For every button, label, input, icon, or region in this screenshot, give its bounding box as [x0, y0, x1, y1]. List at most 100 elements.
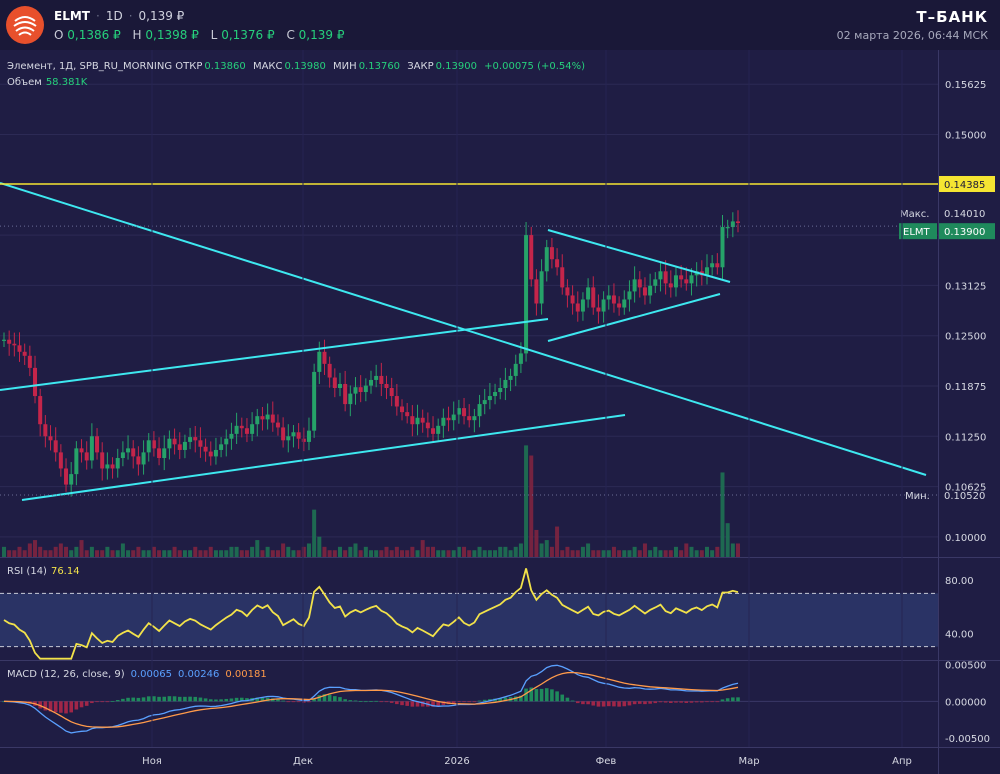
- macd-histogram-bar: [632, 701, 637, 705]
- volume-bar: [22, 550, 27, 557]
- candle-body: [275, 422, 280, 428]
- candle-body: [529, 235, 534, 280]
- macd-histogram-bar: [410, 701, 415, 707]
- volume-bar: [534, 529, 539, 557]
- max-marker-label: Макс.: [900, 209, 929, 220]
- volume-bar: [591, 550, 596, 557]
- price-tick-label: 0.13125: [945, 281, 986, 292]
- level-price-label: 0.14385: [944, 180, 985, 191]
- volume-bar: [348, 546, 353, 557]
- macd-histogram-bar: [131, 697, 136, 702]
- time-tick-label: Ноя: [142, 756, 162, 767]
- volume-bar: [219, 550, 224, 557]
- candle-body: [244, 428, 249, 434]
- macd-histogram-bar: [90, 701, 94, 704]
- time-tick-label: Мар: [738, 756, 759, 767]
- candle-body: [379, 375, 384, 384]
- volume-bar: [384, 546, 389, 557]
- candle-body: [177, 444, 182, 450]
- candle-body: [213, 449, 218, 457]
- volume-label: Объем: [7, 77, 42, 88]
- volume-bar: [725, 523, 730, 557]
- candle-body: [580, 299, 585, 312]
- candle-body: [89, 436, 94, 461]
- macd-histogram-bar: [369, 701, 373, 702]
- chart-canvas[interactable]: 0.156250.150000.137500.131250.125000.118…: [0, 50, 1000, 774]
- candle-body: [141, 452, 146, 465]
- symbol-legend: Элемент, 1Д, SPB_RU_MORNING ОТКР 0.13860 …: [7, 61, 589, 72]
- ticker-symbol[interactable]: ELMT: [54, 9, 90, 23]
- volume-bar: [203, 550, 208, 557]
- candle-body: [234, 425, 239, 434]
- volume-bar: [560, 550, 565, 557]
- macd-histogram-bar: [172, 696, 177, 702]
- volume-bar: [69, 550, 74, 557]
- volume-bar: [100, 550, 105, 557]
- macd-histogram-bar: [281, 700, 285, 702]
- candle-body: [198, 440, 203, 447]
- macd-histogram-bar: [214, 699, 218, 702]
- candle-body: [642, 287, 647, 296]
- volume-bar: [265, 546, 270, 557]
- macd-histogram-bar: [64, 701, 68, 714]
- candle-body: [720, 227, 725, 268]
- open-value: 0.13860: [204, 61, 246, 72]
- timeframe[interactable]: 1D: [105, 9, 123, 23]
- volume-bar: [472, 550, 477, 557]
- candle-body: [131, 448, 136, 457]
- candle-body: [715, 263, 720, 268]
- volume-bar: [79, 540, 84, 557]
- volume-bar: [410, 546, 415, 557]
- candle-body: [482, 400, 487, 405]
- macd-histogram-bar: [451, 701, 456, 704]
- macd-histogram-bar: [53, 701, 58, 713]
- candle-body: [348, 393, 353, 405]
- candle-body: [120, 452, 125, 459]
- macd-histogram-bar: [229, 698, 234, 702]
- volume-bar: [255, 540, 260, 557]
- last-price: 0,139 ₽: [138, 9, 185, 23]
- candle-body: [617, 303, 622, 308]
- macd-histogram-bar: [674, 701, 678, 703]
- close-label: ЗАКР: [407, 61, 434, 72]
- candle-body: [596, 307, 601, 312]
- volume-bar: [467, 550, 472, 557]
- price-tick-label: 0.10625: [945, 483, 986, 494]
- candle-body: [12, 343, 17, 346]
- rsi-line: [3, 568, 739, 660]
- candle-body: [627, 291, 632, 300]
- volume-bar: [188, 550, 193, 557]
- volume-bar: [606, 550, 611, 557]
- volume-bar: [379, 550, 384, 557]
- volume-bar: [363, 546, 368, 557]
- volume-bar: [508, 550, 513, 557]
- candle-body: [389, 388, 394, 397]
- volume-bar: [699, 550, 704, 557]
- volume-bar: [358, 550, 363, 557]
- volume-bar: [415, 550, 420, 557]
- macd-histogram-bar: [121, 698, 125, 702]
- macd-histogram-bar: [555, 691, 559, 702]
- volume-value: 58.381K: [45, 77, 88, 88]
- volume-bar: [524, 445, 529, 557]
- macd-histogram-bar: [167, 696, 172, 702]
- volume-bar: [48, 550, 53, 557]
- macd-histogram-bar: [519, 695, 523, 702]
- macd-histogram-bar: [100, 701, 105, 703]
- volume-bar: [337, 546, 342, 557]
- volume-bar: [400, 550, 405, 557]
- candle-body: [100, 452, 105, 469]
- macd-histogram-bar: [513, 696, 518, 702]
- volume-bar: [503, 546, 508, 557]
- macd-histogram-bar: [689, 701, 694, 703]
- macd-histogram-bar: [302, 701, 306, 703]
- macd-histogram-bar: [95, 701, 99, 703]
- volume-bar: [456, 546, 461, 557]
- candle-body: [22, 351, 27, 356]
- ohlc-low-key: L: [210, 28, 218, 42]
- volume-bar: [224, 550, 229, 557]
- candle-body: [255, 416, 260, 425]
- macd-histogram-bar: [457, 701, 461, 703]
- macd-histogram-bar: [84, 701, 89, 706]
- candle-body: [369, 379, 373, 386]
